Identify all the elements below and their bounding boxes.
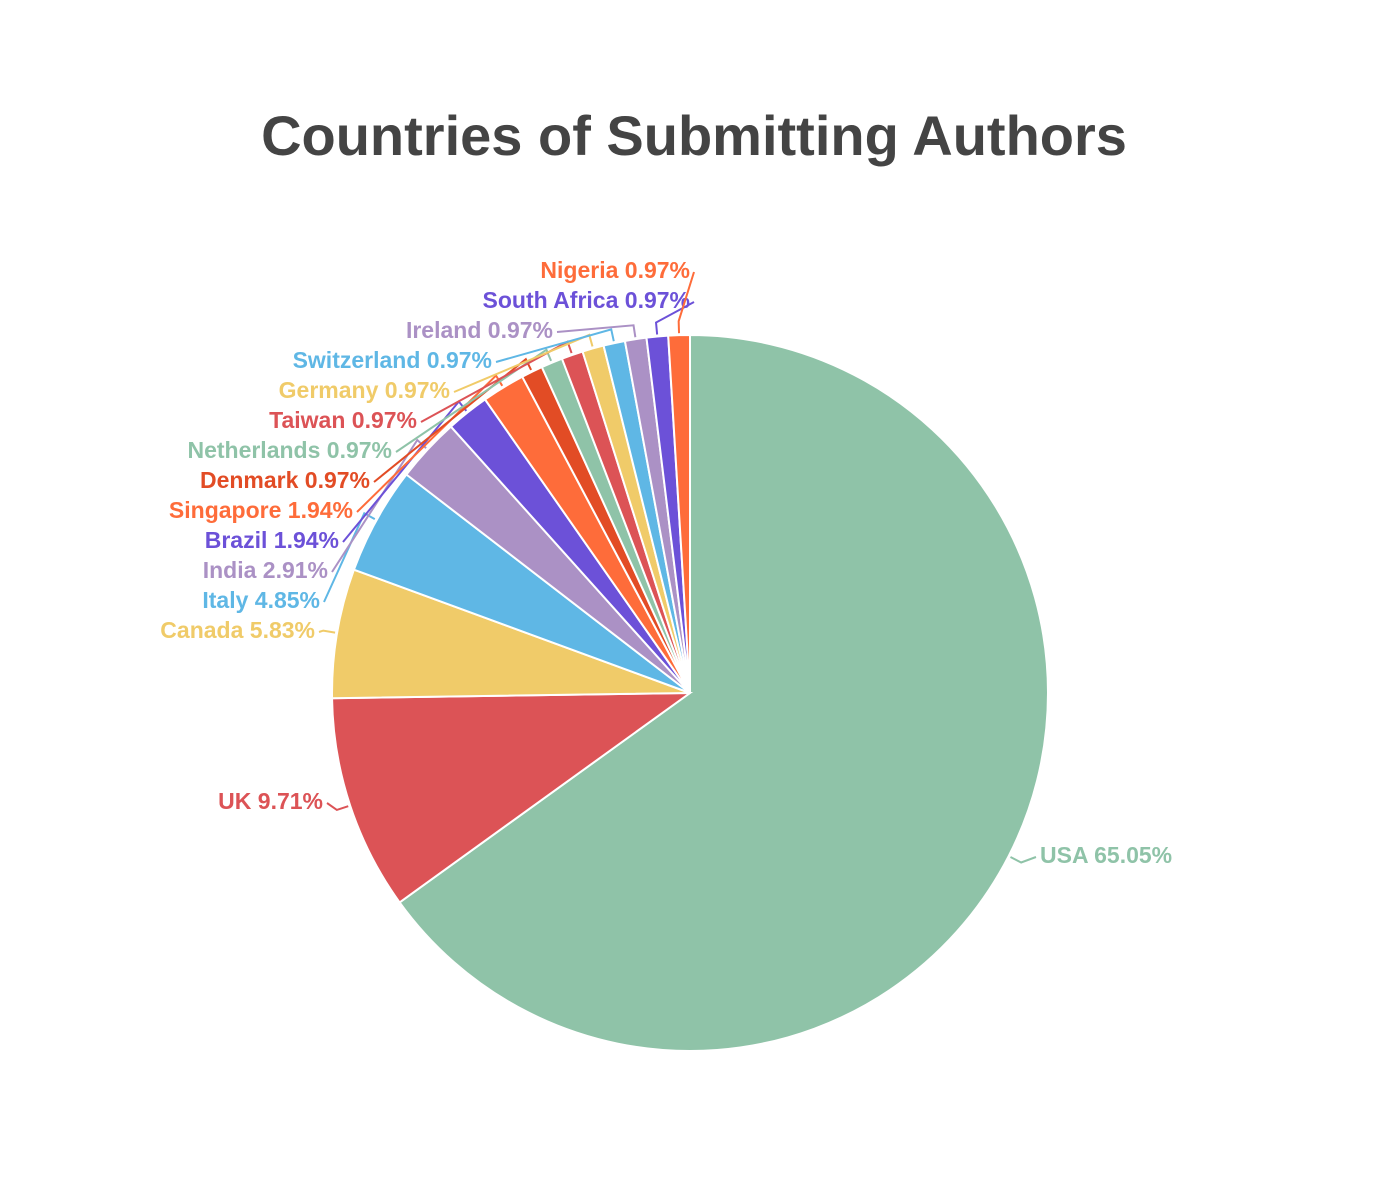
data-label: Singapore 1.94%	[169, 497, 353, 523]
label-category: Singapore	[169, 497, 281, 523]
data-label: Nigeria 0.97%	[540, 257, 690, 283]
leader-line	[654, 301, 695, 335]
data-label: India 2.91%	[203, 557, 328, 583]
label-category: Ireland	[406, 317, 481, 343]
leader-line	[395, 348, 552, 453]
label-value: 0.97%	[625, 257, 690, 283]
pie-slice	[398, 333, 1049, 1052]
label-value: 65.05%	[1094, 842, 1172, 868]
label-category: Italy	[202, 587, 248, 613]
leader-line	[556, 324, 637, 338]
data-label: Canada 5.83%	[160, 617, 315, 643]
label-value: 4.85%	[255, 587, 320, 613]
leader-line	[1010, 856, 1037, 864]
data-label: UK 9.71%	[218, 788, 323, 814]
label-category: Nigeria	[540, 257, 618, 283]
data-label: Ireland 0.97%	[406, 317, 553, 343]
label-category: Taiwan	[269, 407, 345, 433]
label-value: 0.97%	[352, 407, 417, 433]
label-value: 1.94%	[288, 497, 353, 523]
label-category: South Africa	[483, 287, 619, 313]
leader-line	[326, 802, 349, 812]
leader-line	[373, 357, 532, 483]
label-category: Netherlands	[187, 437, 320, 463]
label-category: Denmark	[200, 467, 299, 493]
leader-line	[677, 271, 695, 334]
data-label: Italy 4.85%	[202, 587, 320, 613]
label-category: Switzerland	[293, 347, 421, 373]
pie-slice	[667, 333, 691, 694]
label-value: 0.97%	[327, 437, 392, 463]
data-label: USA 65.05%	[1040, 842, 1172, 868]
label-category: USA	[1040, 842, 1088, 868]
label-category: Canada	[160, 617, 243, 643]
data-label: Brazil 1.94%	[205, 527, 339, 553]
pie-slice	[331, 568, 691, 700]
data-label: South Africa 0.97%	[483, 287, 691, 313]
leader-line	[318, 629, 336, 634]
label-value: 2.91%	[263, 557, 328, 583]
data-label: Switzerland 0.97%	[293, 347, 492, 373]
leader-line	[323, 511, 376, 603]
pie-slice	[331, 691, 694, 904]
label-value: 0.97%	[385, 377, 450, 403]
label-value: 9.71%	[258, 788, 323, 814]
label-category: India	[203, 557, 257, 583]
label-category: Germany	[279, 377, 379, 403]
data-label: Taiwan 0.97%	[269, 407, 417, 433]
label-category: Brazil	[205, 527, 268, 553]
data-label: Netherlands 0.97%	[187, 437, 392, 463]
label-value: 0.97%	[427, 347, 492, 373]
label-category: UK	[218, 788, 252, 814]
data-label: Germany 0.97%	[279, 377, 450, 403]
label-value: 1.94%	[274, 527, 339, 553]
label-value: 0.97%	[625, 287, 690, 313]
data-label: Denmark 0.97%	[200, 467, 370, 493]
label-value: 0.97%	[305, 467, 370, 493]
chart-title: Countries of Submitting Authors	[261, 104, 1127, 167]
leader-line	[495, 328, 615, 363]
label-value: 5.83%	[250, 617, 315, 643]
label-value: 0.97%	[488, 317, 553, 343]
